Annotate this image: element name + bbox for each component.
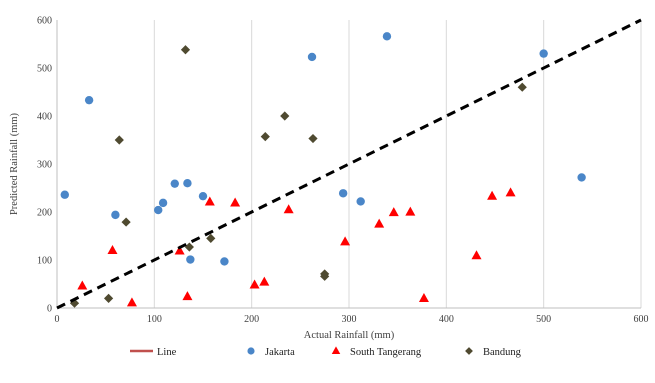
x-tick-label-400: 400 [439,314,454,325]
axes [56,20,641,309]
legend-label-jakarta: Jakarta [265,347,295,358]
point-south-tangerang-1 [107,245,118,254]
point-bandung-3 [121,217,131,227]
point-bandung-11 [320,269,330,279]
point-jakarta-1 [84,95,94,105]
point-south-tangerang-15 [471,250,482,260]
y-tick-label-0: 0 [47,304,52,315]
x-axis-title: Actual Rainfall (mm) [304,330,395,341]
point-bandung-2 [114,135,124,145]
legend-swatch-south-tangerang [331,346,341,355]
point-jakarta-10 [307,52,317,62]
point-south-tangerang-10 [340,236,351,246]
legend: Line Jakarta South Tangerang Bandung [130,346,522,358]
point-jakarta-12 [356,197,365,206]
point-south-tangerang-16 [487,190,498,200]
point-south-tangerang-7 [249,279,260,289]
point-jakarta-2 [111,210,120,220]
point-jakarta-3 [154,205,163,215]
reference-line [56,18,642,310]
point-jakarta-15 [577,173,586,182]
point-jakarta-0 [60,190,69,199]
point-bandung-8 [280,111,290,121]
point-bandung-6 [206,233,216,243]
point-south-tangerang-12 [388,207,399,217]
point-south-tangerang-3 [174,245,185,255]
x-tick-label-500: 500 [536,314,551,325]
y-axis-ticks: 0 100 200 300 400 500 600 [37,16,52,315]
x-tick-label-300: 300 [342,314,357,325]
point-jakarta-4 [158,198,168,208]
x-tick-label-200: 200 [244,314,259,325]
point-bandung-7 [260,132,270,142]
point-jakarta-13 [382,32,392,41]
point-south-tangerang-4 [182,291,193,301]
legend-label-line: Line [157,347,177,358]
point-south-tangerang-11 [374,218,385,228]
point-south-tangerang-5 [204,196,215,206]
point-south-tangerang-8 [259,276,270,286]
point-jakarta-9 [220,257,229,266]
y-tick-label-500: 500 [37,64,52,75]
x-axis-ticks: 0 100 200 300 400 500 600 [55,314,649,325]
point-south-tangerang-6 [230,197,241,207]
point-south-tangerang-13 [405,206,416,216]
point-south-tangerang-9 [283,204,294,214]
y-axis-title: Predicted Rainfall (mm) [9,112,20,215]
y-tick-label-200: 200 [37,208,52,219]
point-jakarta-6 [183,179,192,188]
point-south-tangerang-14 [418,293,429,302]
reference-line-dashed [56,18,642,310]
legend-swatch-jakarta [247,347,255,355]
gridlines [153,20,642,308]
point-jakarta-7 [186,255,195,264]
y-tick-label-400: 400 [37,112,52,123]
point-south-tangerang-0 [77,280,88,290]
y-tick-label-600: 600 [37,16,52,27]
y-tick-label-100: 100 [37,256,52,267]
y-tick-label-300: 300 [37,160,52,171]
point-bandung-12 [517,82,527,92]
legend-swatch-bandung [465,347,473,355]
point-jakarta-8 [198,191,208,201]
point-bandung-5 [184,242,194,252]
legend-label-bandung: Bandung [483,347,522,358]
x-tick-label-0: 0 [55,314,60,325]
point-jakarta-11 [338,189,348,198]
data-points [60,32,586,308]
x-tick-label-600: 600 [634,314,649,325]
x-tick-label-100: 100 [147,314,162,325]
point-south-tangerang-17 [505,187,516,197]
point-jakarta-14 [539,49,548,58]
legend-label-south-tangerang: South Tangerang [350,347,422,358]
point-jakarta-5 [170,179,179,188]
point-bandung-4 [180,45,191,55]
point-bandung-0 [69,298,80,308]
point-south-tangerang-2 [126,297,137,307]
point-bandung-9 [308,133,318,144]
point-bandung-1 [103,293,114,303]
